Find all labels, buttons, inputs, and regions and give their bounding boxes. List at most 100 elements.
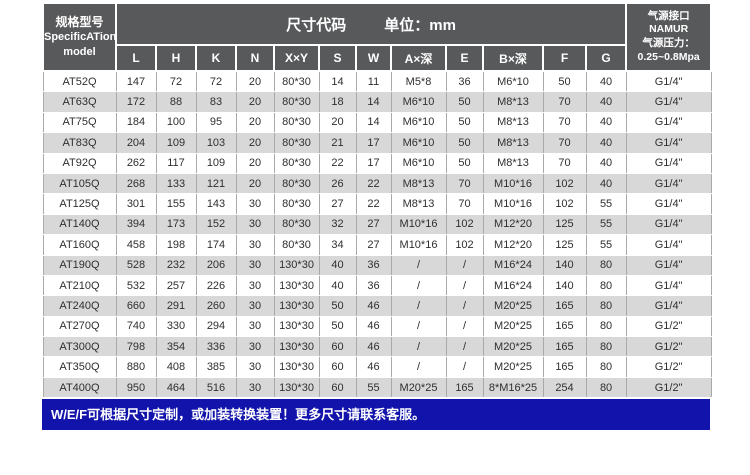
dimension-cell: 20 — [235, 152, 275, 174]
air-port-cell: G1/4" — [625, 111, 712, 134]
model-cell: AT75Q — [42, 111, 117, 134]
dimension-cell: 121 — [195, 172, 237, 195]
dimension-cell: 55 — [585, 234, 627, 256]
dimension-cell: 70 — [445, 172, 484, 195]
column-header-3: K — [195, 44, 237, 72]
column-letters-row: L H K N X×Y S W A×深 E B×深 F G — [43, 44, 711, 72]
dimension-cell: M20*25 — [482, 315, 544, 338]
dimension-cell: 30 — [235, 376, 275, 399]
dimension-cell: 22 — [355, 193, 392, 215]
model-cell: AT350Q — [42, 356, 117, 378]
air-port-cell: G1/4" — [625, 152, 712, 174]
dimension-cell: 532 — [115, 274, 157, 297]
table-row: AT105Q 268 133 121 20 80*30 26 22 M8*13 70 M10*16 1… — [42, 172, 712, 195]
column-header-5: X×Y — [273, 44, 320, 72]
air-port-cell: G1/4" — [625, 70, 712, 93]
dimension-cell: 385 — [195, 356, 237, 378]
dimension-cell: 254 — [542, 376, 587, 399]
dimension-cell: 20 — [235, 132, 275, 154]
dimension-cell: 60 — [318, 336, 357, 358]
dimension-cell: 40 — [585, 132, 627, 154]
air-port-cell: G1/4" — [625, 91, 712, 113]
dimension-cell: 46 — [355, 315, 392, 338]
dimension-cell: 50 — [542, 70, 587, 93]
dimension-cell: 40 — [585, 70, 627, 93]
dimension-cell: 50 — [318, 295, 357, 317]
model-cell: AT63Q — [42, 91, 117, 113]
dimension-cell: 165 — [445, 376, 484, 399]
dimension-cell: / — [445, 315, 484, 338]
model-cell: AT210Q — [42, 274, 117, 297]
model-cell: AT92Q — [42, 152, 117, 174]
dimension-cell: 130*30 — [273, 376, 320, 399]
dimension-cell: M6*10 — [390, 111, 447, 134]
dimension-cell: 130*30 — [273, 295, 320, 317]
dimension-cell: / — [445, 254, 484, 276]
dimension-title: 尺寸代码 — [286, 16, 347, 34]
dimension-cell: 8*M16*25 — [482, 376, 544, 399]
model-title-en2: model — [63, 46, 96, 59]
dimension-cell: 80 — [585, 254, 627, 276]
table-row: AT300Q 798 354 336 30 130*30 60 46// M20*25 165 80… — [42, 336, 712, 358]
dimension-cell: 27 — [318, 193, 357, 215]
dimension-cell: M10*16 — [390, 213, 447, 236]
header-band-row: 规格型号 SpecificATion model 尺寸代码 单位：mm 气源接口… — [42, 2, 713, 72]
dimension-cell: / — [390, 336, 447, 358]
dimension-cell: M6*10 — [390, 152, 447, 174]
dimension-cell: 140 — [542, 274, 587, 297]
dimension-cell: 130*30 — [273, 315, 320, 338]
column-header-2: H — [155, 44, 197, 72]
dimension-cell: 46 — [355, 295, 392, 317]
dimension-cell: M20*25 — [390, 376, 447, 399]
dimension-cell: 173 — [155, 213, 197, 236]
unit-label: 单位：mm — [384, 16, 456, 34]
dimension-cell: 80 — [585, 274, 627, 297]
dimension-cell: 83 — [195, 91, 237, 113]
dimension-cell: 20 — [235, 172, 275, 195]
dimension-cell: / — [445, 356, 484, 378]
dimension-cell: 30 — [235, 234, 275, 256]
dimension-cell: 80*30 — [273, 111, 320, 134]
dimension-cell: 30 — [235, 274, 275, 297]
column-header-11: F — [542, 44, 587, 72]
dimension-cell: 125 — [542, 234, 587, 256]
air-port-cell: G1/2" — [625, 356, 712, 378]
dimension-cell: 80*30 — [273, 91, 320, 113]
table-row: AT140Q 394 173 152 30 80*30 32 27 M10*16 102 M12*2… — [42, 213, 712, 236]
dimension-cell: 660 — [115, 295, 157, 317]
model-cell: AT160Q — [42, 234, 117, 256]
dimension-cell: 184 — [115, 111, 157, 134]
dimension-cell: 50 — [445, 132, 484, 154]
model-cell: AT240Q — [42, 295, 117, 317]
dimension-cell: 226 — [195, 274, 237, 297]
dimension-cell: 18 — [318, 91, 357, 113]
air-port-cell: G1/4" — [625, 172, 712, 195]
dimension-cell: 165 — [542, 356, 587, 378]
spec-sheet: 规格型号 SpecificATion model 尺寸代码 单位：mm 气源接口… — [42, 2, 713, 431]
dimension-cell: 291 — [155, 295, 197, 317]
table-row: AT240Q 660 291 260 30 130*30 50 46// M20*25 165 80… — [42, 295, 712, 317]
dimension-cell: M8*13 — [482, 152, 544, 174]
model-cell: AT190Q — [42, 254, 117, 276]
dimension-cell: 301 — [115, 193, 157, 215]
dimension-cell: M12*20 — [482, 213, 544, 236]
dimension-cell: M5*8 — [390, 70, 447, 93]
dimension-cell: 70 — [542, 111, 587, 134]
column-header-7: W — [355, 44, 392, 72]
dimension-cell: 80*30 — [273, 172, 320, 195]
dimension-cell: 20 — [318, 111, 357, 134]
dimension-cell: 125 — [542, 213, 587, 236]
dimension-cell: / — [445, 274, 484, 297]
dimension-cell: 30 — [235, 254, 275, 276]
dimension-cell: 232 — [155, 254, 197, 276]
dimension-cell: 109 — [195, 152, 237, 174]
dimension-cell: 165 — [542, 336, 587, 358]
dimension-cell: 27 — [355, 213, 392, 236]
dimension-cell: 50 — [445, 111, 484, 134]
dimension-cell: / — [390, 274, 447, 297]
dimension-cell: 72 — [195, 70, 237, 93]
dimension-cell: M6*10 — [390, 132, 447, 154]
dimension-cell: 80*30 — [273, 213, 320, 236]
air-port-cell: G1/4" — [625, 274, 712, 297]
dimension-cell: 50 — [318, 315, 357, 338]
